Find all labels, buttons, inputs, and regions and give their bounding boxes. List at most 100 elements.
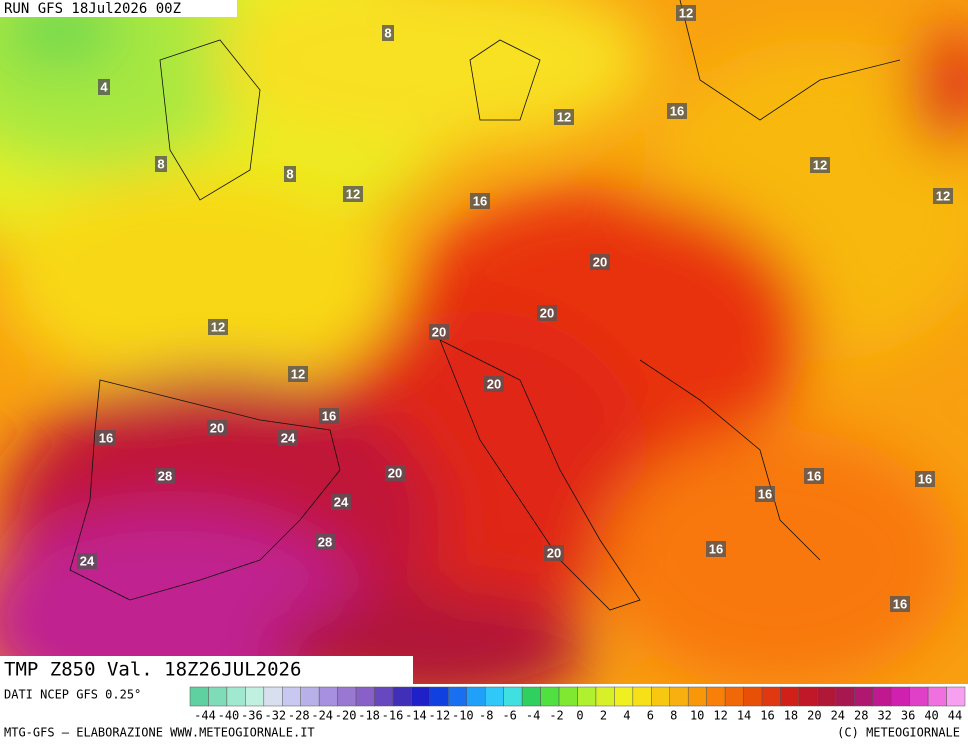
map-title: TMP Z850 Val. 18Z26JUL2026 (4, 659, 301, 681)
contour-label: 16 (758, 486, 772, 501)
color-swatch (817, 686, 837, 707)
label-box (676, 5, 696, 21)
color-swatch (521, 686, 541, 707)
color-swatch (208, 686, 228, 707)
contour-label: 16 (807, 468, 821, 483)
label-box (667, 103, 687, 119)
color-swatch (429, 686, 449, 707)
contour-label: 16 (99, 430, 113, 445)
contour-label: 8 (384, 25, 391, 40)
contour-label: 16 (918, 471, 932, 486)
color-swatch (761, 686, 781, 707)
color-swatch (392, 686, 412, 707)
label-box (77, 553, 97, 569)
copyright-label: (C) METEOGIORNALE (837, 726, 960, 740)
colorbar: -44 -40 -36 -32 -28 -24 -20 -18 -16 -14 -12 -10 -8 -6… (189, 686, 966, 723)
contour-label: 20 (547, 545, 561, 560)
contour-label: 20 (487, 376, 501, 391)
color-swatch (540, 686, 560, 707)
colorbar-label: 8 (670, 709, 677, 723)
colorbar-label: -16 (382, 709, 404, 723)
color-swatch (466, 686, 486, 707)
colorbar-label: -6 (502, 709, 516, 723)
label-box (155, 156, 167, 172)
contour-label: 20 (210, 420, 224, 435)
color-swatch (706, 686, 726, 707)
run-box (0, 0, 237, 17)
label-box (554, 109, 574, 125)
colorbar-label: 18 (784, 709, 798, 723)
contour-labels: 12 8 4 12 16 8 8 12 16 12 12 20 20 20 12 12 20 16 16 20 24 20… (77, 5, 953, 612)
colorbar-label: 28 (854, 709, 868, 723)
colorbar-label: 4 (623, 709, 630, 723)
label-box (484, 376, 504, 392)
colorbar-label: 44 (948, 709, 962, 723)
color-swatch (927, 686, 947, 707)
label-box (319, 408, 339, 424)
contour-label: 12 (211, 319, 225, 334)
colorbar-label: 40 (924, 709, 938, 723)
colorbar-label: 20 (807, 709, 821, 723)
colorbar-label: 32 (877, 709, 891, 723)
color-swatch (448, 686, 468, 707)
contour-label: 16 (322, 408, 336, 423)
label-box (915, 471, 935, 487)
color-swatch (854, 686, 873, 707)
label-box (755, 486, 775, 502)
colorbar-label: 0 (576, 709, 583, 723)
color-swatch (743, 686, 763, 707)
label-box (537, 305, 557, 321)
contour-label: 16 (709, 541, 723, 556)
color-swatch (355, 686, 375, 707)
colorbar-label: -14 (405, 709, 427, 723)
contour-label: 8 (286, 166, 293, 181)
label-box (933, 188, 953, 204)
label-box (155, 468, 175, 484)
colorbar-label: -2 (549, 709, 563, 723)
label-box (315, 534, 335, 550)
color-swatch (484, 686, 504, 707)
contour-label: 20 (388, 465, 402, 480)
color-swatch (632, 686, 652, 707)
color-swatch (577, 686, 597, 707)
color-swatch (226, 686, 246, 707)
label-box (331, 494, 351, 510)
contour-label: 28 (158, 468, 172, 483)
contour-label: 4 (100, 79, 108, 94)
label-box (278, 430, 298, 446)
label-box (706, 541, 726, 557)
colorbar-label: -36 (241, 709, 263, 723)
color-swatch (374, 686, 394, 707)
colorbar-label: -10 (452, 709, 474, 723)
colorbar-label: -4 (526, 709, 540, 723)
label-box (810, 157, 830, 173)
color-swatch (946, 686, 966, 707)
colorbar-label: -40 (218, 709, 240, 723)
colorbar-label: -44 (194, 709, 216, 723)
contour-label: 24 (334, 494, 349, 509)
label-box (98, 79, 110, 95)
colorbar-label: 24 (831, 709, 845, 723)
color-swatch (687, 686, 707, 707)
color-swatch (835, 686, 855, 707)
color-swatch (595, 686, 615, 707)
color-swatch (890, 686, 910, 707)
color-swatch (798, 686, 818, 707)
label-box (544, 545, 564, 561)
source-label: DATI NCEP GFS 0.25° (4, 688, 141, 702)
title-box (0, 656, 413, 684)
label-box (208, 319, 228, 335)
colorbar-label: 12 (713, 709, 727, 723)
contour-label: 24 (281, 430, 296, 445)
credit-label: MTG-GFS — ELABORAZIONE WWW.METEOGIORNALE… (4, 726, 315, 740)
contour-label: 24 (80, 553, 95, 568)
contour-label: 12 (679, 5, 693, 20)
colorbar-label: -8 (479, 709, 493, 723)
color-swatch (651, 686, 671, 707)
colorbar-label: -28 (288, 709, 310, 723)
color-swatch (503, 686, 523, 707)
colorbar-label: -24 (311, 709, 333, 723)
contour-label: 20 (593, 254, 607, 269)
contour-label: 16 (670, 103, 684, 118)
contour-label: 20 (540, 305, 554, 320)
